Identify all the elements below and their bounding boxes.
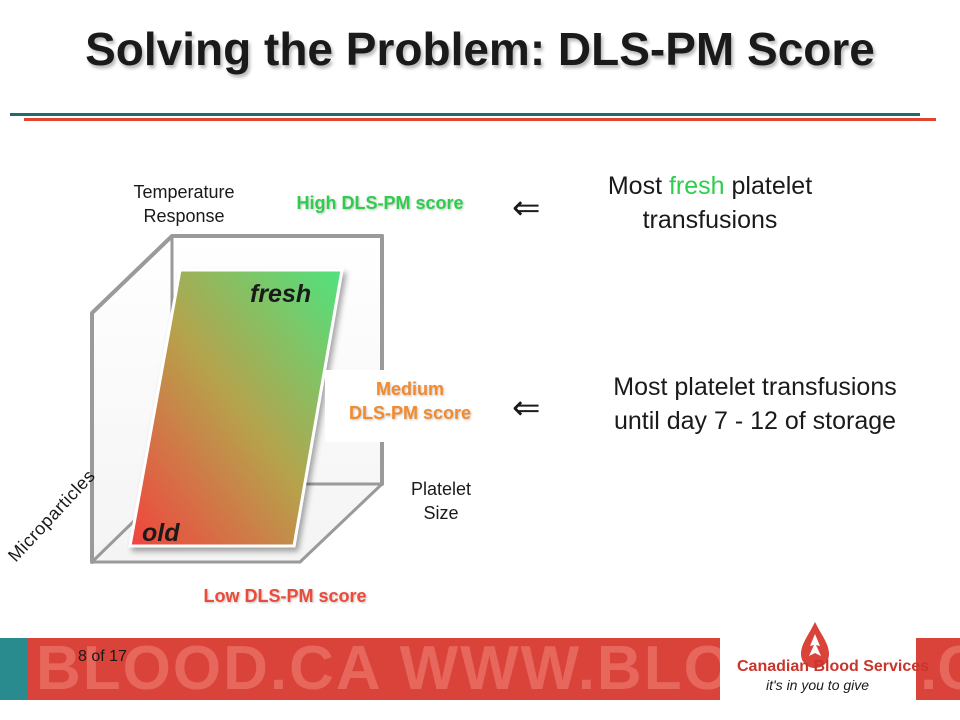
axis-label-temperature: Temperature Response: [133, 182, 235, 226]
footer-right-band: .C: [916, 638, 960, 700]
score-label-low: Low DLS-PM score: [203, 586, 367, 606]
arrow-high: ⇐: [512, 189, 541, 227]
footer-left-accent: [0, 638, 28, 700]
plane-label-old: old: [142, 519, 180, 547]
blood-drop-leaf-icon: [801, 622, 829, 668]
score-label-high: High DLS-PM score: [296, 193, 464, 213]
footer-right-watermark: .C: [920, 638, 960, 700]
footer-watermark-text: BLOOD.CA WWW.BLOOD.CA WWW.: [36, 638, 720, 700]
logo-panel: [720, 618, 916, 720]
slide-title: Solving the Problem: DLS-PM Score: [85, 23, 875, 75]
description-medium: Most platelet transfusions until day 7 -…: [613, 373, 897, 435]
arrow-medium: ⇐: [512, 389, 541, 427]
axis-label-platelet-size: Platelet Size: [410, 479, 472, 523]
logo-tagline: it's in you to give: [766, 677, 870, 693]
score-plane: [128, 268, 344, 548]
description-fresh: Most fresh platelet transfusions: [607, 172, 813, 234]
page-number: 8 of 17: [78, 648, 127, 665]
fresh-highlight: fresh: [668, 172, 725, 200]
plane-label-fresh: fresh: [250, 280, 311, 308]
title-underline-teal: [10, 113, 920, 116]
title-underline-red: [24, 118, 936, 121]
logo-name: Canadian Blood Services: [737, 658, 930, 675]
score-label-medium: Medium DLS-PM score: [348, 379, 472, 423]
footer-watermark-band: BLOOD.CA WWW.BLOOD.CA WWW.: [28, 638, 720, 700]
score-label-medium-backdrop: [325, 370, 495, 442]
